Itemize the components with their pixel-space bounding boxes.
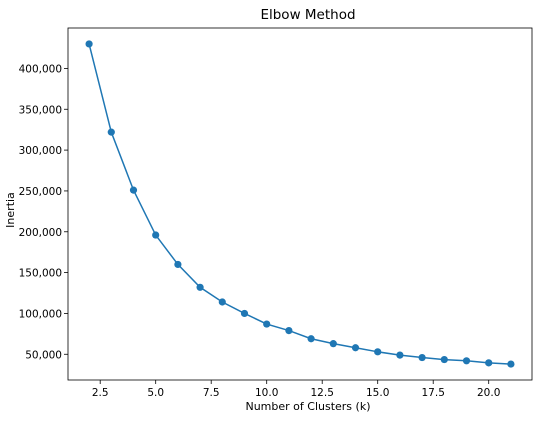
- x-tick-label: 5.0: [147, 387, 164, 399]
- y-tick-label: 50,000: [25, 349, 62, 361]
- series-line: [88, 43, 511, 365]
- y-tick-label: 300,000: [19, 145, 62, 157]
- data-point: [129, 186, 138, 194]
- data-point: [107, 128, 115, 136]
- x-tick-label: 10.0: [255, 387, 278, 399]
- y-tick-label: 250,000: [19, 186, 62, 198]
- data-point: [462, 357, 471, 365]
- y-tick-label: 200,000: [19, 227, 62, 239]
- data-point: [307, 335, 315, 343]
- x-tick-label: 17.5: [422, 387, 445, 399]
- data-point: [240, 309, 249, 318]
- y-tick-label: 100,000: [19, 308, 62, 320]
- data-point: [218, 298, 226, 306]
- x-tick-label: 2.5: [92, 387, 109, 399]
- data-point: [85, 40, 93, 48]
- data-point: [374, 348, 382, 356]
- data-point: [285, 326, 293, 335]
- data-point: [396, 351, 404, 359]
- data-point: [507, 360, 515, 368]
- y-tick-label: 350,000: [19, 104, 62, 116]
- axes-frame: [67, 27, 533, 381]
- x-axis-label: Number of Clusters (k): [245, 400, 370, 413]
- x-tick-label: 7.5: [203, 387, 220, 399]
- data-point: [485, 359, 493, 367]
- data-point: [174, 260, 182, 269]
- data-point: [329, 340, 337, 348]
- y-tick-label: 400,000: [19, 63, 62, 75]
- x-tick-label: 20.0: [477, 387, 500, 399]
- x-tick-label: 15.0: [366, 387, 389, 399]
- data-point: [351, 344, 360, 352]
- data-point: [418, 353, 426, 362]
- data-point: [263, 320, 271, 328]
- x-tick-label: 12.5: [311, 387, 334, 399]
- y-axis-label: Inertia: [4, 192, 17, 228]
- chart-title: Elbow Method: [260, 7, 355, 23]
- data-point: [440, 355, 448, 364]
- data-point: [152, 231, 160, 239]
- plot-area: 2.5 5.0 7.5 10.0 12.5 15.0 17.5 20.0 50,000 100,0…: [19, 27, 533, 399]
- y-tick-label: 150,000: [19, 268, 62, 280]
- data-point: [196, 283, 204, 291]
